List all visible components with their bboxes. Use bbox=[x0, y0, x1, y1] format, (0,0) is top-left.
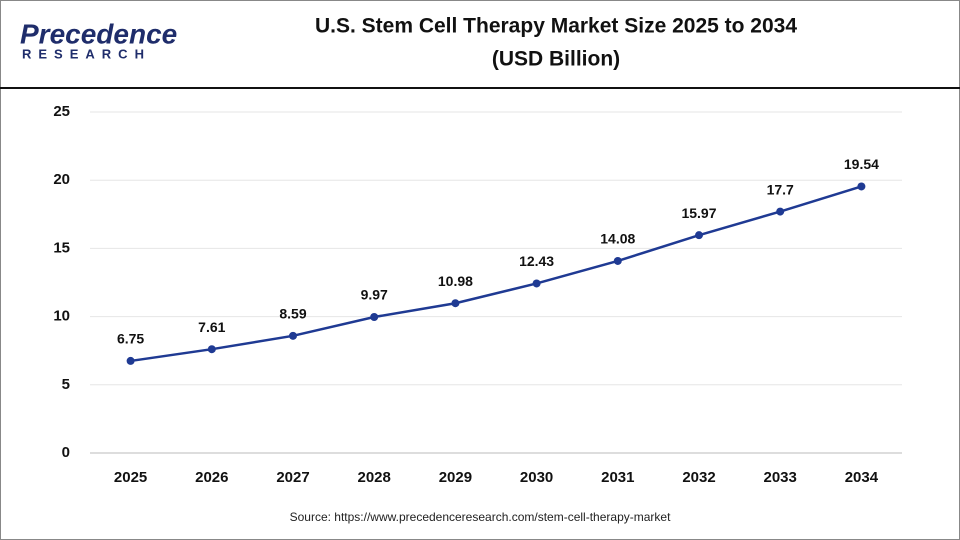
chart-subtitle: (USD Billion) bbox=[492, 48, 620, 71]
marker bbox=[857, 182, 866, 191]
marker bbox=[695, 231, 703, 240]
y-tick-label: 25 bbox=[53, 103, 70, 120]
x-tick-label: 2029 bbox=[439, 469, 472, 486]
x-tick-label: 2030 bbox=[520, 469, 553, 486]
marker bbox=[613, 256, 622, 265]
x-tick-label: 2025 bbox=[114, 469, 147, 486]
data-label: 15.97 bbox=[681, 205, 716, 221]
x-tick-label: 2027 bbox=[276, 469, 309, 486]
data-label: 14.08 bbox=[600, 231, 635, 247]
y-tick-label: 20 bbox=[53, 171, 70, 188]
data-label: 6.75 bbox=[117, 331, 144, 347]
y-tick-label: 5 bbox=[62, 376, 70, 393]
x-tick-label: 2034 bbox=[845, 469, 879, 486]
x-tick-label: 2026 bbox=[195, 469, 228, 486]
data-label: 7.61 bbox=[198, 319, 225, 335]
y-tick-label: 15 bbox=[53, 239, 70, 256]
logo: Precedence RESEARCH bbox=[20, 18, 177, 61]
y-tick-label: 0 bbox=[62, 444, 70, 461]
marker bbox=[776, 207, 785, 216]
x-tick-label: 2032 bbox=[682, 469, 715, 486]
marker bbox=[370, 313, 379, 322]
line bbox=[130, 185, 862, 363]
x-tick-label: 2028 bbox=[358, 469, 391, 486]
marker bbox=[126, 356, 135, 365]
x-tick-label: 2031 bbox=[601, 469, 634, 486]
marker bbox=[451, 299, 460, 308]
data-label: 17.7 bbox=[767, 181, 794, 197]
source: Source: https://www.precedenceresearch.c… bbox=[290, 510, 671, 524]
data-label: 9.97 bbox=[361, 287, 388, 303]
data-label: 8.59 bbox=[279, 306, 306, 322]
data-label: 10.98 bbox=[438, 273, 473, 289]
data-label: 12.43 bbox=[519, 253, 554, 269]
marker bbox=[289, 331, 297, 340]
y-tick-label: 10 bbox=[53, 308, 70, 325]
marker bbox=[207, 345, 216, 354]
data-label: 19.54 bbox=[844, 156, 879, 172]
chart-title: U.S. Stem Cell Therapy Market Size 2025 … bbox=[315, 15, 797, 38]
x-tick-label: 2033 bbox=[764, 469, 797, 486]
logo-tagline: RESEARCH bbox=[22, 46, 151, 61]
logo-name: Precedence bbox=[20, 18, 177, 49]
marker bbox=[532, 279, 541, 288]
